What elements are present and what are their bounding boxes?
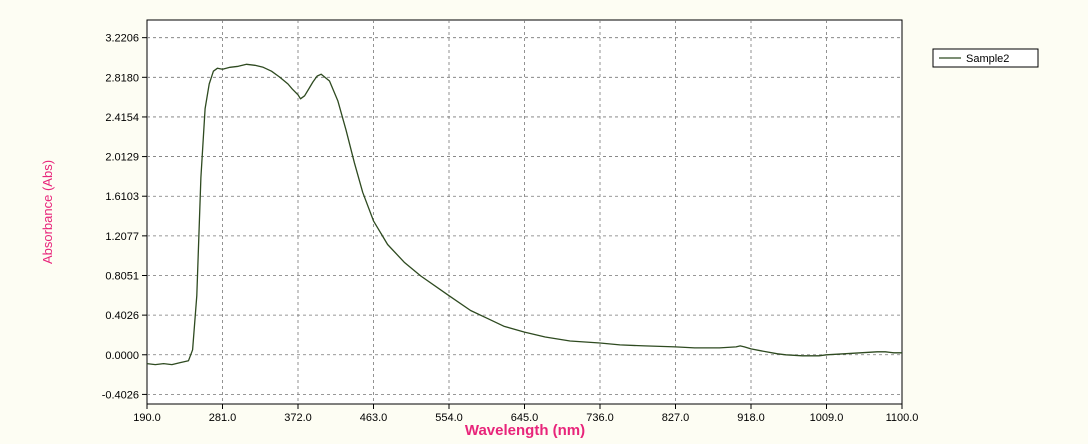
- y-tick-label: 2.0129: [105, 152, 139, 164]
- y-tick-label: 1.2077: [105, 231, 139, 243]
- x-tick-label: 827.0: [662, 412, 690, 424]
- x-tick-label: 1009.0: [810, 412, 844, 424]
- y-tick-label: 0.8051: [105, 270, 139, 282]
- y-tick-label: 0.0000: [105, 350, 139, 362]
- legend: Sample2: [932, 48, 1039, 68]
- x-tick-labels: 190.0 281.0 372.0 463.0 554.0 645.0 736.0 827.0…: [133, 412, 918, 424]
- legend-label: Sample2: [966, 53, 1009, 65]
- x-tick-label: 190.0: [133, 412, 161, 424]
- x-tick-label: 554.0: [435, 412, 463, 424]
- x-tick-label: 372.0: [284, 412, 312, 424]
- tick-marks: [142, 37, 903, 409]
- x-tick-label: 463.0: [360, 412, 388, 424]
- x-tick-label: 736.0: [586, 412, 614, 424]
- x-tick-label: 645.0: [511, 412, 539, 424]
- series-layer: [146, 63, 902, 366]
- x-axis-title: Wavelength (nm): [465, 422, 585, 439]
- y-tick-label: 3.2206: [105, 33, 139, 45]
- y-tick-label: 0.4026: [105, 310, 139, 322]
- series-line-sample2: [146, 63, 902, 366]
- y-tick-labels: -0.4026 0.0000 0.4026 0.8051 1.2077 1.6103 2.0…: [102, 33, 139, 402]
- legend-box: [932, 48, 1039, 68]
- grid: [147, 20, 902, 404]
- x-tick-label: 918.0: [737, 412, 765, 424]
- x-tick-label: 281.0: [209, 412, 237, 424]
- y-axis-title: Absorbance (Abs): [40, 160, 55, 264]
- y-tick-label: -0.4026: [102, 389, 139, 401]
- y-tick-label: 1.6103: [105, 191, 139, 203]
- y-tick-label: 2.8180: [105, 72, 139, 84]
- y-tick-label: 2.4154: [105, 112, 139, 124]
- x-tick-label: 1100.0: [886, 412, 919, 424]
